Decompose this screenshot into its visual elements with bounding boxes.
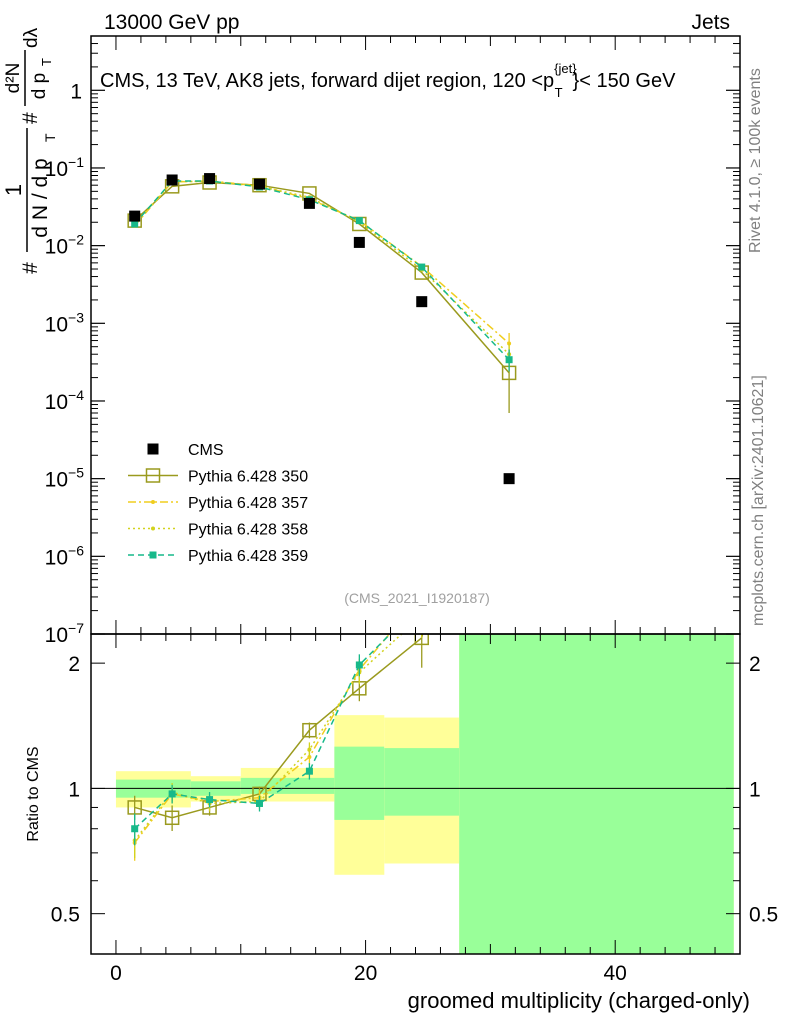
main-series-point-3-7 (505, 356, 513, 364)
svg-text:d p: d p (29, 73, 50, 99)
main-plot-frame (90, 35, 741, 635)
ratio-series-point-0-4 (302, 722, 317, 738)
ratio-uncertainty-bands (115, 634, 734, 954)
cms-data-point-4 (303, 197, 315, 209)
ratio-series-point-3-5 (355, 661, 363, 669)
ratio-y-tick-label-right-0: 0.5 (749, 904, 778, 927)
ratio-series-point-3-0 (131, 825, 139, 833)
main-y-tick-label-1: 10−6 (45, 542, 85, 569)
x-tick-label-2: 40 (604, 962, 627, 985)
ratio-series-line-1 (134, 634, 391, 844)
legend-label-4: Pythia 6.428 359 (188, 548, 308, 565)
x-axis-label: groomed multiplicity (charged-only) (408, 988, 750, 1013)
ratio-series-point-0-7 (503, 215, 516, 228)
legend-label-2: Pythia 6.428 357 (188, 495, 308, 512)
ratio-series-point-2-6 (420, 614, 424, 618)
ratio-band-green-3 (334, 746, 385, 820)
cms-data-point-5 (353, 236, 365, 248)
svg-text:#: # (19, 262, 42, 274)
ratio-series-point-1-7 (507, 62, 511, 66)
ratio-y-axis-label: Ratio to CMS (25, 746, 42, 841)
main-y-tick-label-3: 10−4 (45, 387, 85, 414)
cms-data-point-3 (253, 178, 265, 190)
rivet-version-label: Rivet 4.1.0, ≥ 100k events (747, 68, 764, 253)
svg-text:#: # (19, 112, 42, 124)
legend-marker-3 (151, 526, 155, 531)
mcplots-label: mcplots.cern.ch [arXiv:2401.10621] (750, 375, 767, 626)
legend-label-1: Pythia 6.428 350 (188, 469, 308, 486)
header-category-label: Jets (691, 11, 730, 34)
svg-text:d²N: d²N (3, 63, 24, 94)
cms-data-point-2 (204, 173, 216, 185)
ratio-y-tick-label-left-2: 2 (68, 653, 80, 676)
ratio-series-point-2-4 (307, 747, 312, 752)
main-series-point-3-6 (418, 263, 426, 271)
svg-text:T: T (39, 58, 54, 66)
cms-data-point-7 (503, 473, 515, 485)
ratio-series-point-3-3 (255, 799, 263, 807)
ratio-series-point-3-4 (305, 767, 313, 775)
plot-title: CMS, 13 TeV, AK8 jets, forward dijet reg… (100, 61, 676, 100)
main-series-point-3-5 (355, 217, 363, 225)
legend-marker-1 (145, 468, 161, 483)
legend: CMS Pythia 6.428 350 Pythia 6.428 357 Pythi… (128, 442, 308, 565)
legend-marker-4 (149, 551, 157, 559)
svg-text:dλ: dλ (21, 27, 42, 48)
main-y-tick-label-4: 10−3 (45, 309, 85, 336)
ratio-series-point-2-7 (507, 120, 511, 124)
svg-text:T: T (42, 133, 58, 142)
ratio-series-layer (127, 62, 516, 861)
svg-text:d N / d p: d N / d p (29, 158, 52, 237)
x-tick-label-0: 0 (110, 962, 122, 985)
analysis-id-label: (CMS_2021_I1920187) (344, 590, 490, 606)
ratio-series-point-3-2 (206, 796, 214, 804)
ratio-band-green-4 (384, 748, 460, 816)
legend-label-3: Pythia 6.428 358 (188, 522, 308, 539)
cms-data-point-0 (129, 210, 141, 222)
ratio-series-line-2 (134, 634, 403, 841)
legend-marker-2 (151, 500, 155, 504)
main-y-tick-label-2: 10−5 (45, 465, 85, 492)
ratio-series-point-3-7 (506, 148, 513, 155)
ratio-series-point-3-1 (168, 790, 176, 798)
ratio-y-tick-label-left-1: 1 (68, 778, 80, 801)
main-y-axis-label: # 1 d N / d p T # d²N d p T dλ (1, 27, 58, 273)
main-series-point-3-0 (131, 220, 139, 228)
main-series-layer (127, 175, 517, 414)
main-series-line-2 (134, 180, 510, 355)
ratio-band-green-5 (459, 634, 734, 954)
svg-text:1: 1 (1, 184, 26, 196)
legend-label-0: CMS (188, 442, 224, 459)
main-series-line-0 (134, 181, 510, 374)
cms-data-point-6 (416, 296, 428, 308)
cms-data-point-1 (166, 174, 178, 186)
ratio-y-tick-label-left-0: 0.5 (51, 904, 80, 927)
main-y-tick-label-5: 10−2 (45, 232, 85, 259)
main-y-tick-label-7: 1 (70, 80, 82, 103)
header-energy-label: 13000 GeV pp (104, 11, 239, 34)
legend-marker-0 (147, 443, 159, 455)
main-data-layer (129, 173, 515, 485)
main-series-line-1 (134, 180, 510, 345)
main-series-line-3 (134, 180, 510, 361)
axis-tick-labels: 10−7 10−6 10−5 10−4 10−3 10−2 10−1 1 0 20 40 0.5 0.5… (45, 80, 779, 985)
ratio-y-tick-label-right-1: 1 (749, 778, 761, 801)
ratio-y-tick-label-right-2: 2 (749, 653, 761, 676)
axis-ticks (91, 35, 741, 954)
main-y-tick-label-0: 10−7 (45, 620, 85, 647)
x-tick-label-1: 20 (354, 962, 377, 985)
main-y-tick-label-6: 10−1 (45, 154, 85, 181)
ratio-series-point-0-1 (164, 810, 180, 826)
